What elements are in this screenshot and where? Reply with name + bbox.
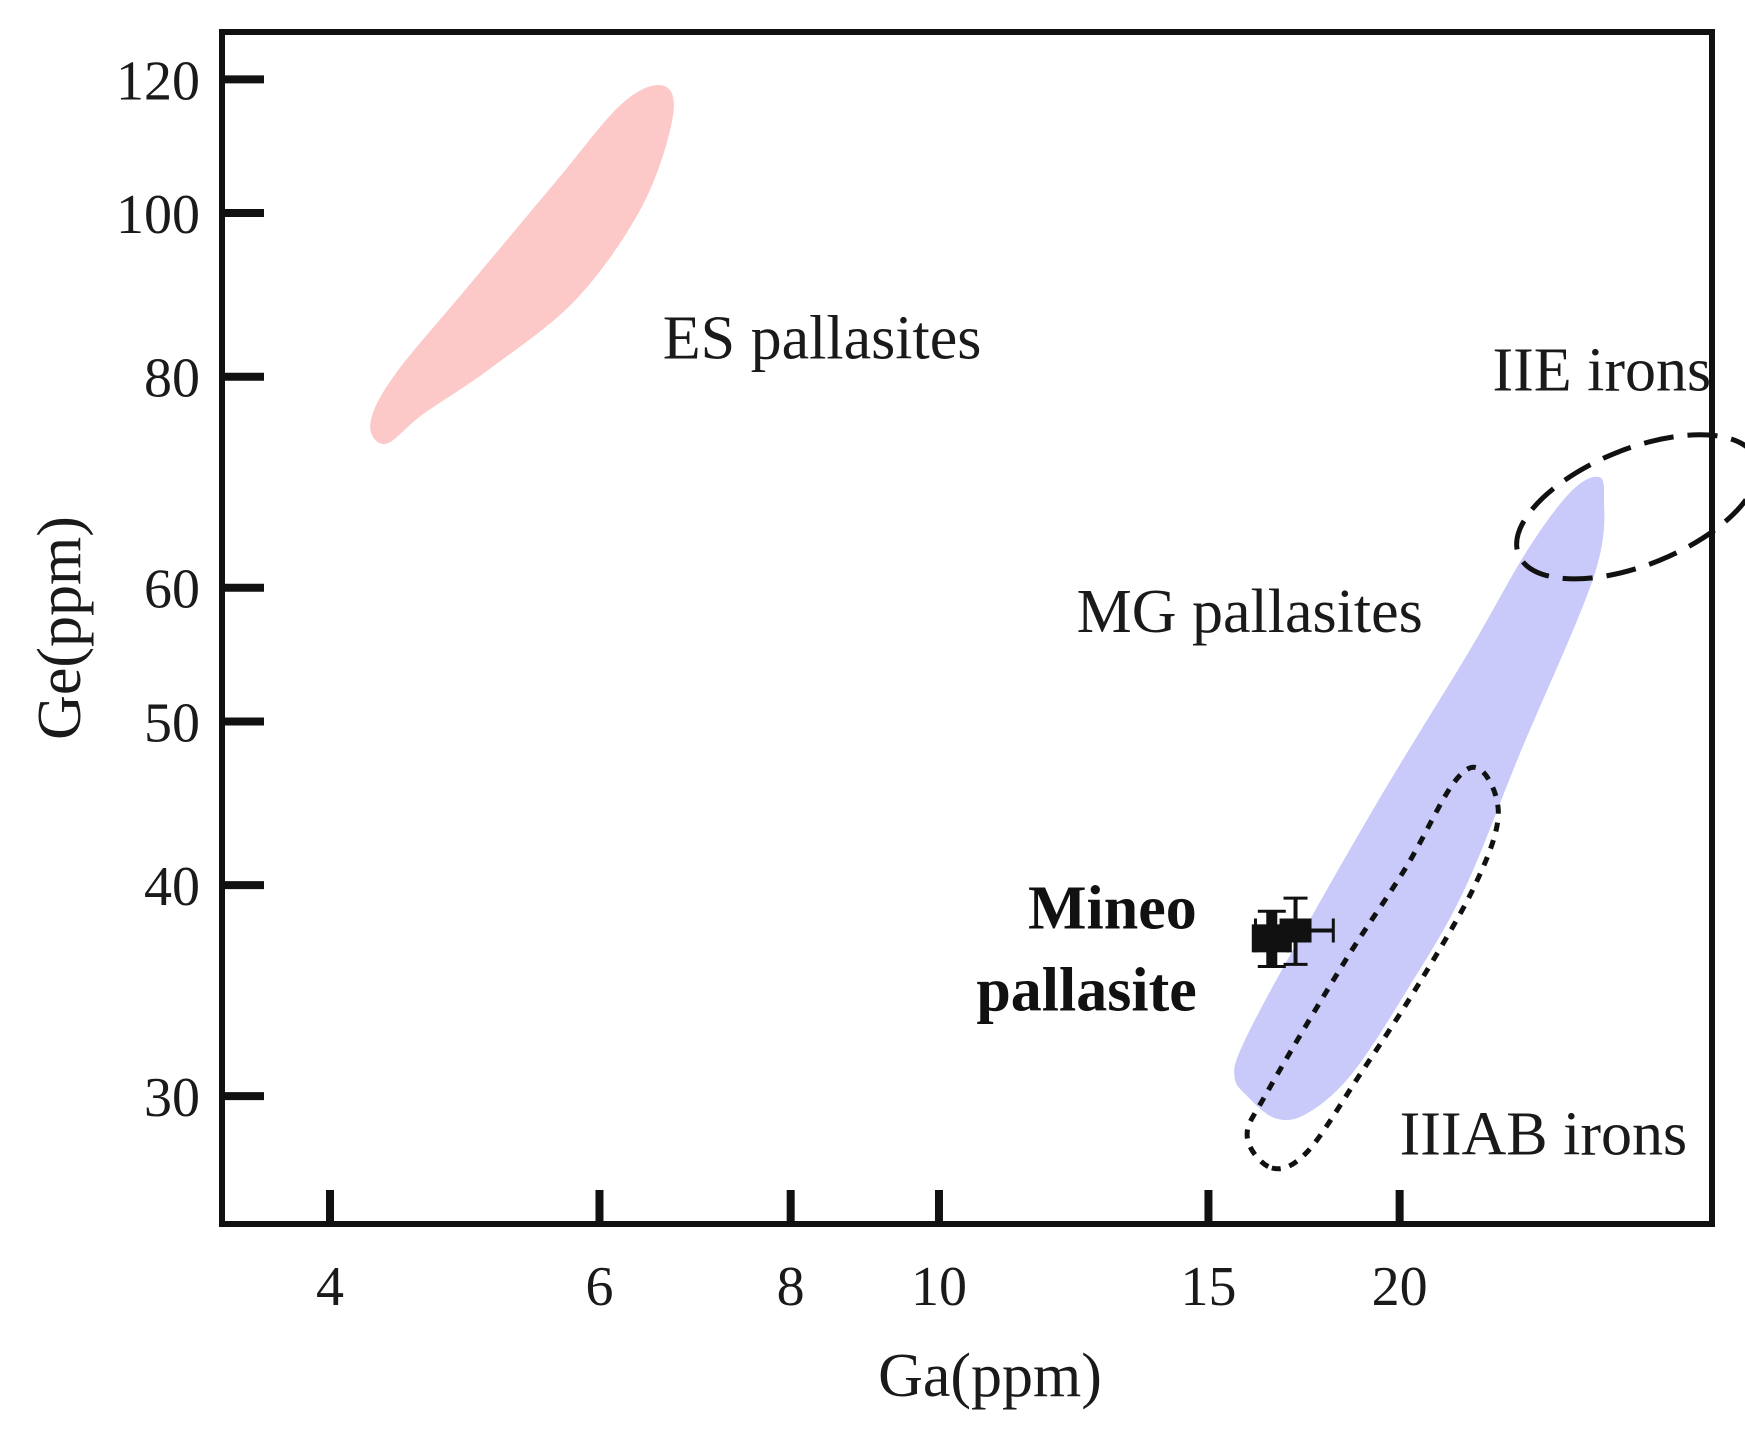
iiiab-irons-region xyxy=(1244,764,1501,1172)
y-tick-label: 100 xyxy=(116,184,200,246)
iie-irons-label: IIE irons xyxy=(1493,337,1712,405)
regions-layer xyxy=(370,84,1605,1172)
es-pallasites-label: ES pallasites xyxy=(663,305,982,373)
x-tick-label: 8 xyxy=(777,1256,805,1318)
y-axis: 30 40 50 60 80 100 120 xyxy=(116,50,264,1129)
region-labels: ES pallasites MG pallasites IIE irons IIIAB… xyxy=(663,305,1711,1169)
iie-irons-region xyxy=(1514,432,1745,582)
plot-frame xyxy=(219,29,1715,1227)
x-tick-label: 15 xyxy=(1180,1256,1236,1318)
y-tick-label: 60 xyxy=(144,559,200,621)
mineo-pallasite-label-line: pallasite xyxy=(976,956,1196,1024)
mg-pallasites-region xyxy=(1234,476,1605,1121)
y-tick-label: 30 xyxy=(144,1067,200,1129)
x-tick-label: 4 xyxy=(316,1256,344,1318)
mineo-pallasite-label-line: Mineo xyxy=(1028,874,1197,942)
mineo-pallasite-marker-secondary xyxy=(1279,918,1312,943)
points-layer: Mineo pallasite xyxy=(976,874,1335,1024)
es-pallasites-region xyxy=(370,84,674,445)
x-tick-label: 10 xyxy=(911,1256,967,1318)
x-tick-label: 20 xyxy=(1372,1256,1428,1318)
mg-pallasites-label: MG pallasites xyxy=(1077,578,1423,646)
x-axis: 4 6 8 10 15 20 xyxy=(316,1190,1428,1318)
y-tick-label: 120 xyxy=(116,50,200,112)
y-tick-label: 50 xyxy=(144,692,200,754)
x-tick-label: 6 xyxy=(585,1256,613,1318)
iiiab-irons-label: IIIAB irons xyxy=(1400,1101,1688,1169)
y-axis-title: Ge(ppm) xyxy=(26,516,94,740)
y-tick-label: 80 xyxy=(144,348,200,410)
y-tick-label: 40 xyxy=(144,856,200,918)
x-axis-title: Ga(ppm) xyxy=(878,1342,1102,1410)
